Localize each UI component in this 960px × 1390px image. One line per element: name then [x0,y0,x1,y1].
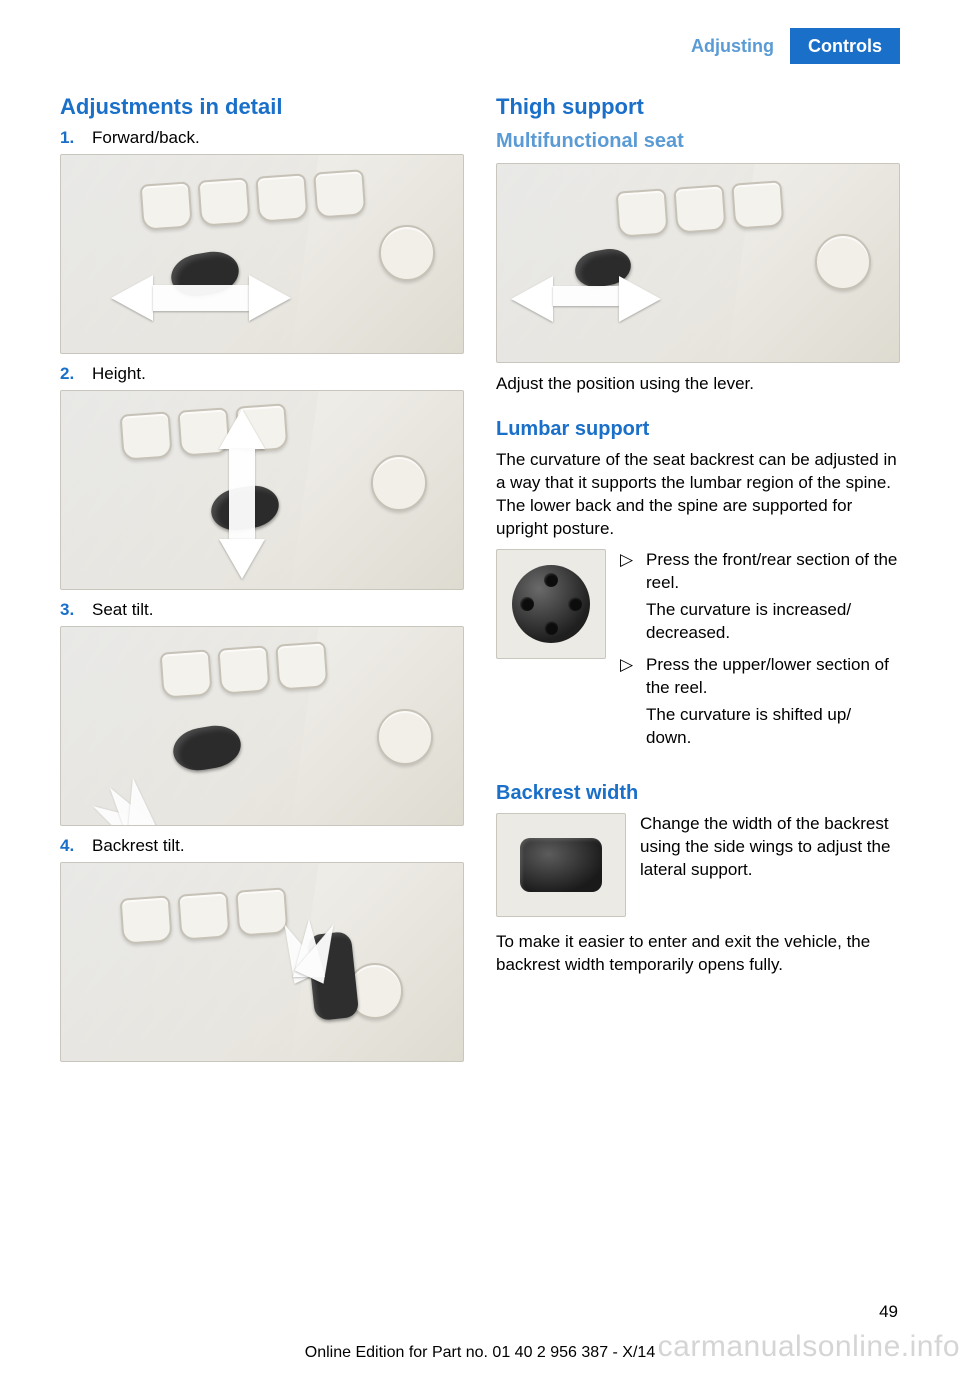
item-label: Seat tilt. [92,600,153,620]
reel-icon [512,565,590,643]
lumbar-reel-image [496,549,606,659]
page-header: Adjusting Controls [60,28,900,64]
item-number: 3. [60,600,82,620]
item-number: 4. [60,836,82,856]
figure-backrest-tilt [60,862,464,1062]
item-label: Height. [92,364,146,384]
item-label: Backrest tilt. [92,836,185,856]
bullet-subtext: The curvature is increased/ decreased. [646,599,900,645]
list-item: 2. Height. [60,364,464,384]
footer-edition: Online Edition for Part no. 01 40 2 956 … [0,1344,960,1362]
lumbar-bullets: ▷ Press the front/rear section of the re… [620,549,900,761]
multifunctional-seat-title: Multifunctional seat [496,130,900,153]
bullet-marker-icon: ▷ [620,549,636,595]
item-number: 1. [60,128,82,148]
adjustments-title: Adjustments in detail [60,94,464,120]
lumbar-paragraph: The curvature of the seat backrest can b… [496,449,900,541]
bullet-text: Press the upper/lower sec­tion of the re… [646,654,900,700]
lumbar-support-title: Lumbar support [496,418,900,441]
width-control-icon [520,838,602,892]
bullet-subtext: The curvature is shifted up/ down. [646,704,900,750]
bullet-text: Press the front/rear section of the reel… [646,549,900,595]
left-column: Adjustments in detail 1. Forward/back. 2… [60,94,464,1072]
figure-thigh-support [496,163,900,363]
content-area: Adjustments in detail 1. Forward/back. 2… [0,64,960,1072]
backrest-width-para: Change the width of the back­rest using … [640,813,900,882]
list-item: 4. Backrest tilt. [60,836,464,856]
figure-forward-back [60,154,464,354]
backrest-width-image [496,813,626,917]
item-label: Forward/back. [92,128,200,148]
thigh-caption: Adjust the position using the lever. [496,373,900,396]
figure-seat-tilt [60,626,464,826]
header-section: Adjusting [675,28,790,64]
header-chapter: Controls [790,28,900,64]
backrest-note: To make it easier to enter and exit the … [496,931,900,977]
bullet-item: ▷ Press the front/rear section of the re… [620,549,900,595]
page-number: 49 [879,1302,898,1322]
right-column: Thigh support Multifunctional seat Adjus… [496,94,900,1072]
figure-height [60,390,464,590]
thigh-support-title: Thigh support [496,94,900,120]
backrest-width-title: Backrest width [496,782,900,805]
lumbar-control-block: ▷ Press the front/rear section of the re… [496,549,900,761]
list-item: 1. Forward/back. [60,128,464,148]
list-item: 3. Seat tilt. [60,600,464,620]
bullet-item: ▷ Press the upper/lower sec­tion of the … [620,654,900,700]
backrest-width-block: Change the width of the back­rest using … [496,813,900,917]
item-number: 2. [60,364,82,384]
bullet-marker-icon: ▷ [620,654,636,700]
